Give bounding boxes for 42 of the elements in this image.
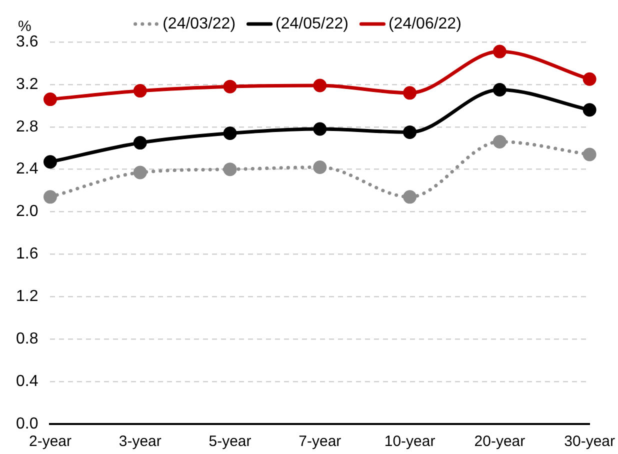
point <box>313 78 327 92</box>
y-tick-label: 0.4 <box>16 372 38 390</box>
y-tick-label: 0.0 <box>16 415 38 432</box>
point <box>43 190 57 204</box>
y-tick-label: 1.6 <box>16 246 38 263</box>
point <box>133 136 147 150</box>
y-tick-label: 2.0 <box>16 203 38 220</box>
point <box>492 44 506 58</box>
y-tick-label: 2.4 <box>16 160 38 178</box>
y-axis-title: % <box>18 18 32 36</box>
y-tick-label: 1.2 <box>16 288 38 306</box>
x-tick-label: 30-year <box>564 433 616 450</box>
x-tick-label: 2-year <box>28 433 72 450</box>
legend-label: (24/03/22) <box>162 15 236 32</box>
point <box>492 134 506 148</box>
point <box>492 83 506 96</box>
point <box>582 103 596 117</box>
y-tick-label: 3.6 <box>16 33 38 50</box>
x-tick-label: 10-year <box>384 433 436 450</box>
point <box>43 92 57 106</box>
point <box>133 84 147 98</box>
point <box>403 125 417 139</box>
x-tick-label: 7-year <box>298 433 342 450</box>
y-tick-label: 0.8 <box>16 330 38 348</box>
point <box>223 162 237 176</box>
x-tick-label: 5-year <box>208 433 252 450</box>
x-tick-label: 3-year <box>118 433 162 450</box>
y-tick-label: 2.8 <box>16 118 38 136</box>
point <box>133 166 147 180</box>
legend-label: (24/05/22) <box>276 15 348 32</box>
point <box>43 155 57 169</box>
point <box>313 160 327 174</box>
point <box>313 122 327 136</box>
point <box>403 190 417 204</box>
point <box>582 72 596 86</box>
point <box>223 80 237 94</box>
point <box>223 126 237 140</box>
legend-label: (24/06/22) <box>388 15 462 32</box>
point <box>403 86 417 100</box>
x-tick-label: 20-year <box>474 433 526 450</box>
y-tick-label: 3.2 <box>16 76 38 93</box>
point <box>582 148 596 162</box>
